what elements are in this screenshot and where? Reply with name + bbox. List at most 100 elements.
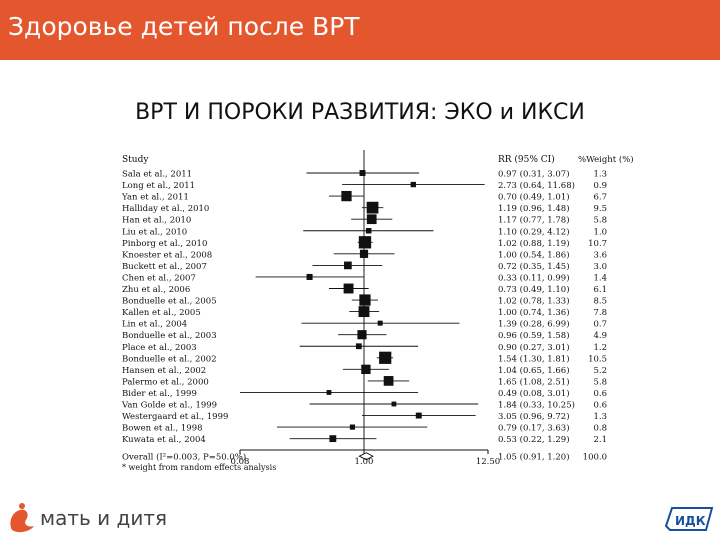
rr-value: 2.73 (0.64, 11.68): [498, 180, 575, 191]
rr-value: 1.10 (0.29, 4.12): [498, 226, 570, 237]
header-bar: Здоровье детей после ВРТ: [0, 0, 720, 60]
point-center: [362, 310, 366, 313]
point-center: [362, 252, 366, 255]
rr-value: 1.04 (0.65, 1.66): [498, 365, 570, 376]
weight-value: 3.6: [593, 250, 607, 260]
weight-value: 8.5: [593, 297, 607, 307]
weight-value: 1.3: [593, 412, 607, 422]
brand-name: мать и дитя: [40, 506, 168, 530]
rr-value: 3.05 (0.96, 9.72): [498, 411, 570, 422]
point-center: [367, 229, 370, 232]
study-label: Bonduelle et al., 2005: [122, 297, 217, 307]
study-label: Hansen et al., 2002: [122, 366, 206, 376]
study-label: Bonduelle et al., 2003: [122, 331, 217, 341]
rr-value: 1.84 (0.33, 10.25): [498, 400, 575, 411]
study-label: Liu et al., 2010: [122, 227, 187, 237]
study-label: Pinborg et al., 2010: [122, 239, 207, 249]
idk-logo-icon: ИДК: [664, 507, 714, 531]
weight-value: 0.7: [593, 320, 607, 330]
study-label: Bider et al., 1999: [122, 389, 197, 399]
weight-value: 5.8: [593, 216, 607, 226]
rr-value: 1.02 (0.88, 1.19): [498, 238, 570, 249]
point-center: [308, 275, 311, 279]
weight-value: 5.2: [593, 366, 607, 376]
point-center: [357, 345, 360, 348]
weight-value: 9.5: [593, 204, 607, 214]
point-center: [351, 426, 354, 429]
weight-value: 4.9: [593, 331, 607, 341]
point-center: [363, 298, 367, 302]
x-tick-label: 0.08: [231, 457, 250, 467]
swan-logo-icon: [10, 503, 34, 533]
header-title: Здоровье детей после ВРТ: [8, 12, 360, 41]
study-label: Han et al., 2010: [122, 216, 191, 226]
rr-value: 0.79 (0.17, 3.63): [498, 423, 570, 434]
study-label: Kallen et al., 2005: [122, 308, 201, 318]
point-center: [361, 171, 364, 175]
study-label: Buckett et al., 2007: [122, 262, 207, 272]
point-center: [417, 414, 420, 417]
overall-weight: 100.0: [583, 453, 607, 463]
weight-value: 6.1: [593, 285, 607, 295]
slide-title: ВРТ И ПОРОКИ РАЗВИТИЯ: ЭКО и ИКСИ: [135, 100, 585, 125]
weight-value: 10.7: [588, 239, 607, 249]
study-label: Palermo et al., 2000: [122, 377, 209, 387]
point-center: [379, 322, 382, 325]
study-label: Chen et al., 2007: [122, 273, 196, 283]
weight-value: 0.8: [593, 424, 607, 434]
rr-value: 1.39 (0.28, 6.99): [498, 319, 570, 330]
point-center: [331, 437, 334, 440]
header-study: Study: [122, 155, 149, 165]
rr-value: 0.96 (0.59, 1.58): [498, 330, 570, 341]
weight-value: 0.6: [593, 401, 607, 411]
rr-value: 0.97 (0.31, 3.07): [498, 169, 570, 180]
study-label: Bonduelle et al., 2002: [122, 354, 217, 364]
point-center: [387, 379, 390, 382]
rr-value: 0.49 (0.08, 3.01): [498, 388, 570, 399]
study-label: Westergaard et al., 1999: [122, 412, 228, 422]
rr-value: 0.33 (0.11, 0.99): [498, 272, 570, 283]
x-tick-label: 12.50: [476, 457, 500, 467]
study-label: Lin et al., 2004: [122, 320, 187, 330]
rr-value: 0.73 (0.49, 1.10): [498, 284, 570, 295]
point-center: [363, 241, 367, 244]
forest-plot: Study RR (95% CI) %Weight (%) Sala et al., …: [121, 150, 634, 472]
study-label: Knoester et al., 2008: [122, 250, 212, 260]
weight-value: 0.6: [593, 389, 607, 399]
weight-value: 10.5: [588, 354, 607, 364]
study-label: Halliday et al., 2010: [122, 204, 209, 214]
study-label: Sala et al., 2011: [122, 170, 192, 180]
partner-logo-text: ИДК: [675, 514, 706, 528]
rr-value: 1.65 (1.08, 2.51): [498, 376, 570, 387]
study-label: Van Golde et al., 1999: [121, 401, 217, 411]
rr-value: 1.54 (1.30, 1.81): [498, 353, 570, 364]
overall-rr: 1.05 (0.91, 1.20): [498, 452, 570, 463]
rr-value: 1.02 (0.78, 1.33): [498, 296, 570, 307]
rr-value: 1.00 (0.54, 1.86): [498, 249, 570, 260]
weight-value: 1.3: [593, 170, 607, 180]
study-label: Yan et al., 2011: [121, 193, 189, 203]
study-label: Zhu et al., 2006: [122, 285, 190, 295]
rr-value: 0.70 (0.49, 1.01): [498, 192, 570, 203]
overall-label: Overall (I²=0.003, P=50.0%): [122, 452, 246, 463]
point-center: [327, 391, 331, 394]
rr-value: 0.72 (0.35, 1.45): [498, 261, 570, 272]
point-center: [370, 218, 373, 221]
point-center: [360, 333, 364, 336]
weight-value: 5.8: [593, 377, 607, 387]
footnote: * weight from random effects analysis: [122, 463, 276, 472]
weight-value: 6.7: [593, 193, 607, 203]
point-center: [364, 368, 368, 371]
point-center: [347, 287, 350, 290]
weight-value: 1.2: [593, 343, 607, 353]
point-center: [371, 206, 374, 209]
rr-value: 1.17 (0.77, 1.78): [498, 215, 570, 226]
point-center: [412, 183, 415, 186]
weight-value: 1.0: [593, 227, 607, 237]
header-weight: %Weight (%): [578, 154, 634, 165]
study-label: Kuwata et al., 2004: [122, 435, 206, 445]
weight-value: 2.1: [593, 435, 607, 445]
weight-value: 0.9: [593, 181, 607, 191]
header-rr: RR (95% CI): [498, 154, 555, 165]
rr-value: 0.90 (0.27, 3.01): [498, 342, 570, 353]
